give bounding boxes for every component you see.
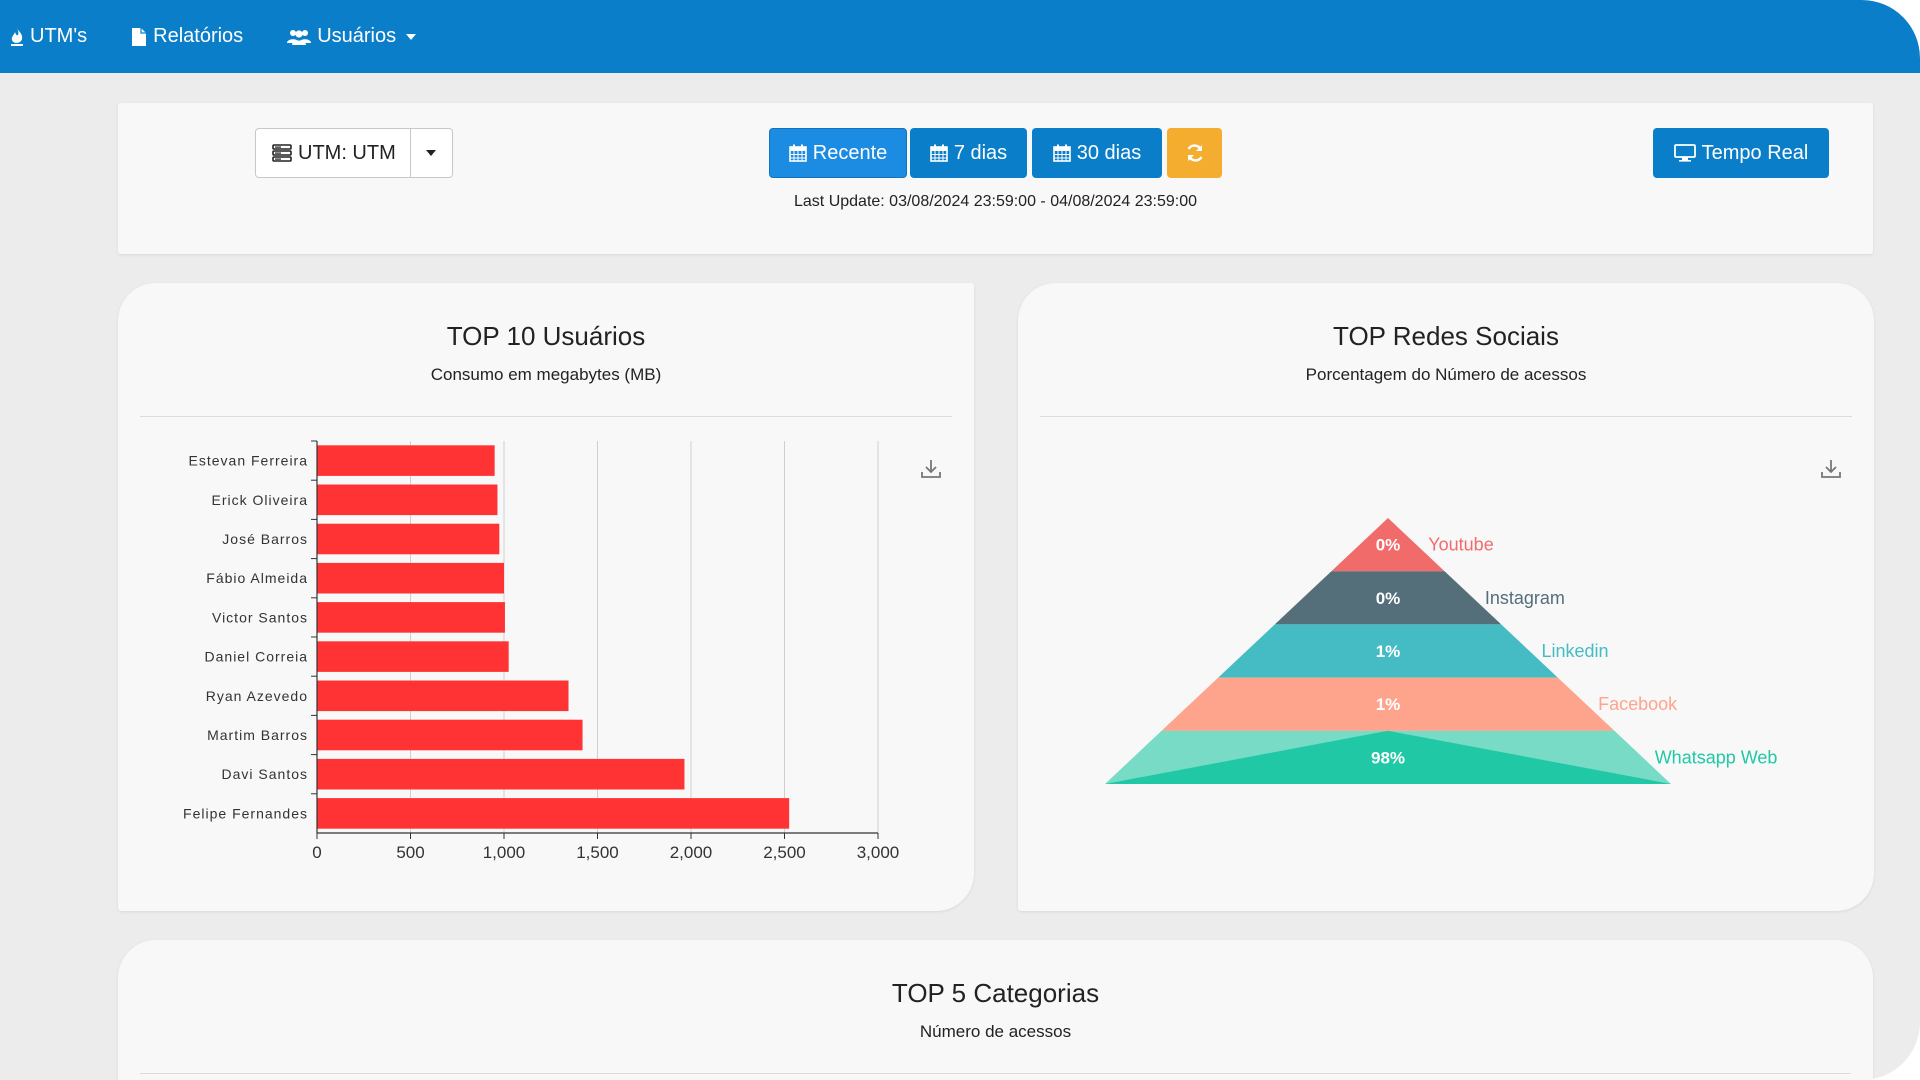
- recente-button[interactable]: Recente: [769, 128, 907, 178]
- top-users-bar-chart: 0 500 1,000 1,500 2,000 2,500 3,000 Estevan Fer…: [183, 440, 900, 862]
- file-icon: [132, 27, 147, 46]
- divider: [140, 1073, 1851, 1074]
- tempo-real-button[interactable]: Tempo Real: [1653, 128, 1829, 178]
- funnel-category-label: Youtube: [1428, 535, 1493, 555]
- x-tick-label: 2,000: [670, 843, 713, 862]
- nav-usuarios[interactable]: Usuários: [287, 25, 417, 48]
- download-icon[interactable]: [1819, 457, 1843, 481]
- x-tick-label: 500: [396, 843, 424, 862]
- y-tick-label: Ryan Azevedo: [206, 688, 308, 704]
- recente-label: Recente: [812, 141, 888, 164]
- funnel-value-label: 0%: [1376, 589, 1401, 608]
- x-tick-label: 1,500: [576, 843, 619, 862]
- top-categories-title: TOP 5 Categorias: [891, 978, 1100, 1008]
- x-tick-label: 0: [312, 843, 321, 862]
- y-tick-label: Erick Oliveira: [212, 492, 308, 508]
- utm-select[interactable]: UTM: UTM: [255, 128, 453, 178]
- filter-toolbar: UTM: UTM Recente 7 dias: [118, 103, 1873, 254]
- 7-dias-button[interactable]: 7 dias: [910, 128, 1027, 178]
- top-social-subtitle: Porcentagem do Número de acessos: [1305, 365, 1587, 384]
- top-users-card: TOP 10 Usuários Consumo em megabytes (MB…: [118, 283, 974, 911]
- nav-utms-label: UTM's: [30, 25, 88, 47]
- funnel-category-label: Linkedin: [1542, 641, 1609, 661]
- y-tick-label: Martim Barros: [207, 727, 308, 743]
- chevron-down-icon: [426, 150, 437, 156]
- top-social-funnel-chart: 0% Youtube 0% Instagram 1% Linkedin 1% Facebook…: [1105, 518, 1778, 784]
- utm-select-main[interactable]: UTM: UTM: [256, 129, 411, 177]
- funnel-segment: [1218, 624, 1558, 678]
- funnel-value-label: 0%: [1376, 536, 1401, 555]
- y-tick-label: José Barros: [222, 531, 308, 547]
- calendar-icon: [788, 144, 807, 162]
- funnel-category-label: Instagram: [1485, 588, 1565, 608]
- top-users-subtitle: Consumo em megabytes (MB): [430, 365, 662, 384]
- bar: [317, 523, 500, 555]
- desktop-icon: [1673, 144, 1696, 162]
- last-update-text: Last Update: 03/08/2024 23:59:00 - 04/08…: [794, 193, 1197, 210]
- x-tick-label: 2,500: [763, 843, 806, 862]
- tempo-real-label: Tempo Real: [1701, 141, 1809, 164]
- chevron-down-icon: [406, 33, 417, 40]
- top-categories-card: TOP 5 Categorias Número de acessos: [118, 940, 1873, 1080]
- bar: [317, 758, 685, 790]
- calendar-icon: [930, 144, 948, 162]
- funnel-segment-inner: [1105, 730, 1671, 784]
- funnel-segment: [1331, 518, 1445, 572]
- bar: [317, 562, 504, 594]
- y-tick-label: Fábio Almeida: [206, 570, 308, 586]
- bar: [317, 641, 509, 672]
- calendar-icon: [1052, 144, 1071, 162]
- bar: [317, 680, 569, 712]
- divider: [1040, 416, 1852, 417]
- y-tick-label: Estevan Ferreira: [189, 453, 308, 469]
- nav-usuarios-label: Usuários: [317, 25, 397, 47]
- users-icon: [287, 29, 312, 45]
- y-tick-label: Victor Santos: [212, 609, 308, 625]
- top-navbar: UTM's Relatórios Usuários: [0, 0, 1920, 73]
- bar: [317, 602, 505, 633]
- fire-icon: [11, 27, 23, 46]
- bar: [317, 798, 790, 829]
- funnel-value-label: 1%: [1376, 695, 1401, 714]
- top-users-title: TOP 10 Usuários: [446, 321, 646, 351]
- funnel-value-label: 1%: [1376, 642, 1401, 661]
- nav-relatorios[interactable]: Relatórios: [131, 25, 243, 48]
- y-tick-label: Davi Santos: [222, 766, 308, 782]
- divider: [140, 416, 952, 417]
- top-social-title: TOP Redes Sociais: [1333, 321, 1559, 351]
- refresh-icon: [1186, 144, 1203, 162]
- funnel-category-label: Whatsapp Web: [1655, 747, 1778, 767]
- utm-select-label: UTM: UTM: [298, 141, 396, 164]
- utm-dropdown-toggle[interactable]: [411, 129, 452, 177]
- bar: [317, 719, 583, 751]
- bar: [317, 484, 498, 516]
- x-tick-label: 1,000: [483, 843, 526, 862]
- funnel-category-label: Facebook: [1598, 694, 1678, 714]
- y-tick-label: Daniel Correia: [205, 649, 308, 665]
- funnel-value-label: 98%: [1371, 748, 1405, 767]
- nav-utms[interactable]: UTM's: [10, 25, 87, 48]
- nav-relatorios-label: Relatórios: [153, 25, 244, 47]
- 7-dias-label: 7 dias: [953, 141, 1008, 164]
- funnel-segment: [1274, 571, 1502, 625]
- 30-dias-label: 30 dias: [1076, 141, 1142, 164]
- x-tick-label: 3,000: [857, 843, 900, 862]
- bar: [317, 445, 495, 476]
- top-categories-subtitle: Número de acessos: [919, 1022, 1072, 1041]
- y-tick-label: Felipe Fernandes: [183, 805, 308, 821]
- download-icon[interactable]: [919, 457, 943, 481]
- top-social-card: TOP Redes Sociais Porcentagem do Número …: [1018, 283, 1874, 911]
- 30-dias-button[interactable]: 30 dias: [1032, 128, 1162, 178]
- refresh-button[interactable]: [1167, 128, 1222, 178]
- server-icon: [272, 144, 292, 162]
- funnel-segment: [1161, 677, 1615, 731]
